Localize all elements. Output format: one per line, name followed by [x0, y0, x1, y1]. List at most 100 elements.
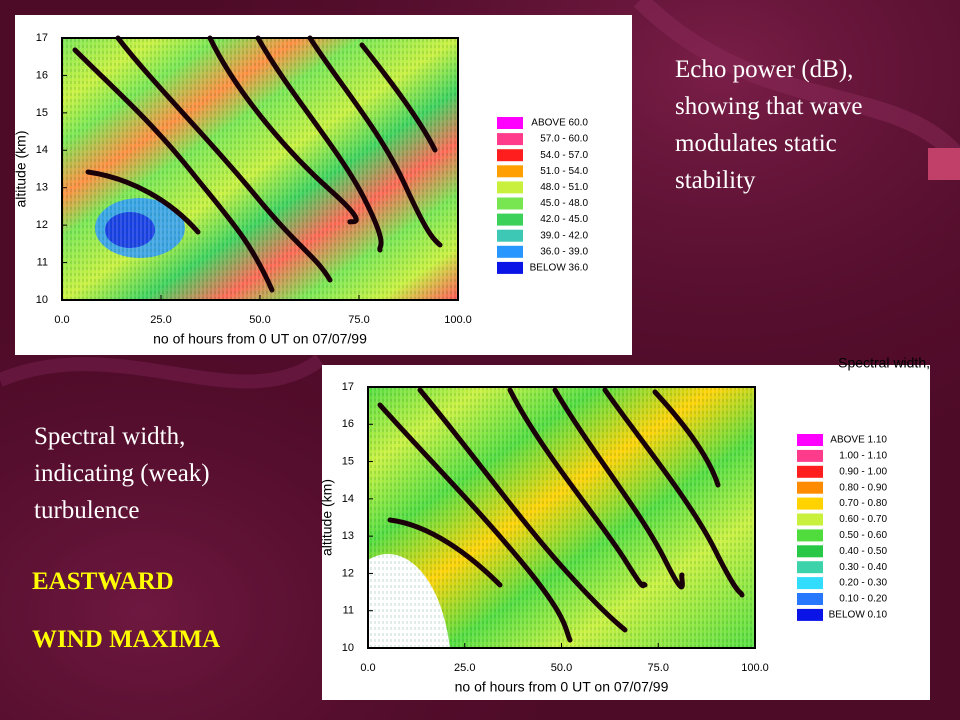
- legend-swatch: [497, 165, 523, 178]
- legend-label: 54.0 - 57.0: [540, 150, 588, 161]
- legend-swatch: [797, 434, 823, 446]
- y-tick-label: 12: [36, 219, 48, 231]
- decoration: [633, 0, 960, 166]
- legend-label: 0.10 - 0.20: [839, 594, 887, 605]
- curve: [417, 387, 628, 633]
- curve: [387, 517, 503, 588]
- legend-swatch: [797, 545, 823, 558]
- note: stability: [675, 167, 756, 194]
- legend-label: 57.0 - 60.0: [540, 134, 588, 145]
- legend-label: 0.20 - 0.30: [839, 578, 887, 589]
- y-tick-label: 11: [37, 256, 48, 268]
- curve: [652, 389, 721, 488]
- legend-swatch: [497, 197, 523, 210]
- highlight: WIND MAXIMA: [32, 626, 220, 653]
- legend-swatch: [497, 181, 523, 194]
- x-tick-label: 100.0: [741, 662, 769, 674]
- highlight: EASTWARD: [32, 568, 174, 595]
- curve: [255, 35, 384, 253]
- x-tick-label: 100.0: [444, 314, 472, 326]
- y-tick-label: 10: [342, 642, 354, 654]
- y-tick-label: 17: [342, 381, 354, 393]
- legend-label: BELOW 36.0: [530, 263, 589, 274]
- legend-label: 48.0 - 51.0: [540, 182, 588, 193]
- curve: [552, 387, 685, 590]
- legend-swatch: [497, 261, 523, 274]
- legend-swatch: [797, 577, 823, 590]
- curve: [115, 35, 333, 283]
- curve: [72, 47, 275, 293]
- plot-frame: [367, 386, 756, 649]
- legend-swatch: [497, 213, 523, 226]
- y-tick-label: 14: [36, 144, 48, 156]
- curve: [307, 35, 443, 248]
- legend-label: 42.0 - 45.0: [540, 214, 588, 225]
- y-tick-label: 13: [36, 182, 48, 194]
- x-tick-label: 25.0: [150, 314, 171, 326]
- chart-title: Spectral width,: [838, 355, 930, 371]
- x-tick-label: 0.0: [360, 662, 375, 674]
- plot-frame: [61, 37, 459, 301]
- legend-label: ABOVE 1.10: [830, 435, 887, 446]
- curve: [602, 387, 745, 598]
- legend-swatch: [797, 497, 823, 510]
- legend-swatch: [797, 608, 823, 621]
- y-tick-label: 14: [342, 493, 354, 505]
- legend-swatch: [497, 117, 523, 129]
- note: modulates static: [675, 130, 837, 157]
- curve: [359, 42, 438, 153]
- curve: [507, 387, 648, 589]
- legend-label: ABOVE 60.0: [531, 118, 588, 129]
- legend-label: 45.0 - 48.0: [540, 198, 588, 209]
- y-tick-label: 11: [343, 605, 354, 617]
- y-tick-label: 16: [36, 69, 48, 81]
- y-tick-label: 15: [36, 107, 48, 119]
- curve: [85, 169, 201, 235]
- legend-swatch: [797, 593, 823, 605]
- legend-swatch: [497, 149, 523, 162]
- legend-label: 0.60 - 0.70: [839, 514, 887, 525]
- note: turbulence: [34, 497, 140, 524]
- legend-swatch: [797, 481, 823, 494]
- note: showing that wave: [675, 93, 862, 120]
- legend-label: 0.70 - 0.80: [839, 498, 887, 509]
- decoration: [0, 354, 325, 389]
- y-tick-label: 15: [342, 455, 354, 467]
- y-tick-label: 12: [342, 567, 354, 579]
- heatmap-image: [368, 387, 755, 648]
- curve: [377, 402, 573, 643]
- x-tick-label: 25.0: [454, 662, 475, 674]
- legend-label: BELOW 0.10: [829, 610, 888, 621]
- legend-label: 0.50 - 0.60: [839, 530, 887, 541]
- decoration: [928, 148, 960, 180]
- legend-label: 1.00 - 1.10: [839, 451, 887, 462]
- legend-swatch: [797, 465, 823, 478]
- legend-label: 0.30 - 0.40: [839, 562, 887, 573]
- y-tick-label: 17: [36, 32, 48, 44]
- y-axis-label: altitude (km): [319, 479, 335, 556]
- legend-label: 51.0 - 54.0: [540, 166, 588, 177]
- legend-label: 0.80 - 0.90: [839, 482, 887, 493]
- legend-label: 0.40 - 0.50: [839, 546, 887, 557]
- legend-swatch: [497, 133, 523, 146]
- legend-swatch: [797, 449, 823, 462]
- legend-label: 39.0 - 42.0: [540, 230, 588, 241]
- y-tick-label: 10: [36, 294, 48, 306]
- annotation-curves: [72, 35, 745, 643]
- legend-label: 0.90 - 1.00: [839, 466, 887, 477]
- x-tick-label: 75.0: [648, 662, 669, 674]
- legend-swatch: [497, 229, 523, 242]
- y-axis-label: altitude (km): [13, 130, 29, 207]
- x-axis-label: no of hours from 0 UT on 07/07/99: [153, 331, 367, 347]
- curve: [207, 35, 359, 225]
- legend-swatch: [797, 561, 823, 574]
- x-tick-label: 50.0: [551, 662, 572, 674]
- note: Spectral width,: [34, 423, 185, 450]
- legend-swatch: [497, 245, 523, 258]
- note: Echo power (dB),: [675, 56, 853, 83]
- y-tick-label: 13: [342, 530, 354, 542]
- legend-swatch: [797, 513, 823, 526]
- x-tick-label: 50.0: [249, 314, 270, 326]
- x-tick-label: 75.0: [348, 314, 369, 326]
